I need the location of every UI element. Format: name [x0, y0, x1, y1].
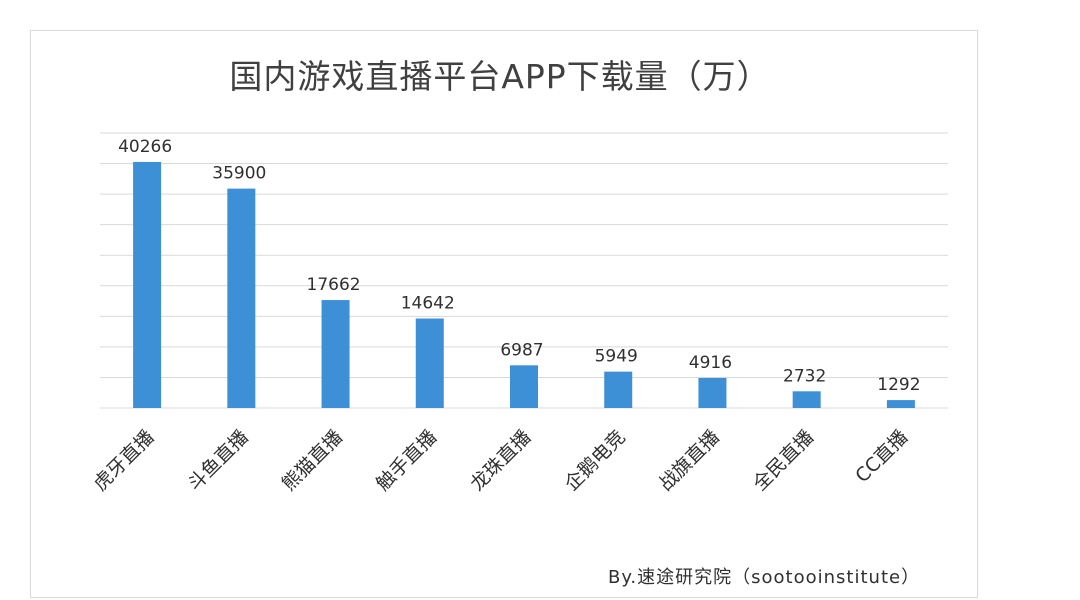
- category-label: 斗鱼直播: [184, 426, 253, 495]
- category-label: 虎牙直播: [89, 426, 158, 495]
- bar: [792, 391, 821, 408]
- chart-area: [30, 30, 978, 598]
- category-label: 全民直播: [749, 426, 818, 495]
- data-label: 2732: [783, 366, 826, 386]
- source-credit: By.速途研究院（sootooinstitute）: [608, 567, 921, 588]
- bar: [698, 377, 727, 408]
- bar: [133, 161, 162, 408]
- data-label: 1292: [877, 375, 920, 395]
- bar: [227, 188, 256, 408]
- category-label: 战旗直播: [655, 426, 724, 495]
- data-label: 17662: [307, 275, 361, 295]
- category-label: 企鹅电竞: [560, 426, 629, 495]
- bar: [886, 400, 915, 408]
- data-label: 40266: [118, 137, 172, 157]
- data-label: 35900: [212, 164, 266, 184]
- bar: [321, 300, 350, 408]
- chart-title: 国内游戏直播平台APP下载量（万）: [229, 57, 771, 96]
- data-label: 14642: [401, 294, 455, 314]
- data-label: 4916: [689, 353, 732, 373]
- category-label: 龙珠直播: [466, 426, 535, 495]
- data-label: 6987: [500, 340, 543, 360]
- data-label: 5949: [595, 347, 638, 367]
- category-label: 触手直播: [372, 426, 441, 495]
- category-label: 熊猫直播: [278, 426, 347, 495]
- bar: [415, 318, 444, 408]
- bar: [604, 371, 633, 408]
- category-label: CC直播: [851, 426, 912, 487]
- bar: [510, 365, 538, 408]
